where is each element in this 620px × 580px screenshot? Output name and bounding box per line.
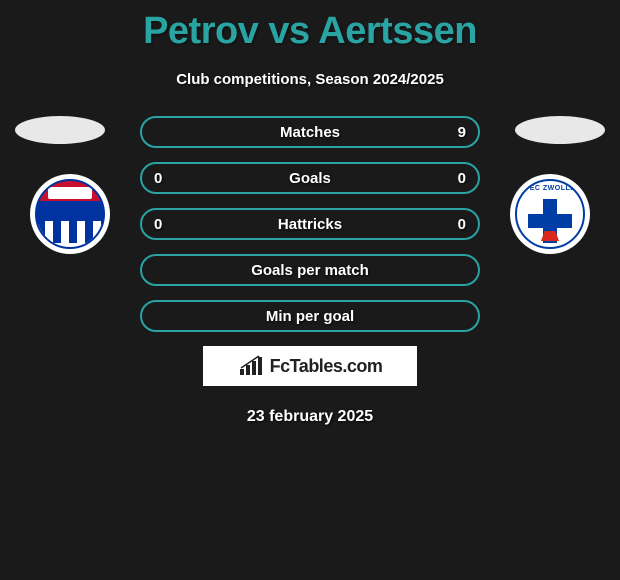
player-photo-left bbox=[15, 116, 105, 144]
subtitle: Club competitions, Season 2024/2025 bbox=[0, 71, 620, 88]
stat-label: Hattricks bbox=[278, 216, 342, 233]
chart-icon bbox=[238, 355, 266, 377]
stat-value-right: 9 bbox=[458, 124, 466, 141]
player-photo-right bbox=[515, 116, 605, 144]
zwolle-label: PEC ZWOLLE bbox=[517, 185, 583, 192]
stat-row: Matches 9 bbox=[140, 116, 480, 148]
date-text: 23 february 2025 bbox=[0, 408, 620, 426]
page-title: Petrov vs Aertssen bbox=[0, 0, 620, 53]
stat-row: Min per goal bbox=[140, 300, 480, 332]
club-logo-left bbox=[30, 174, 110, 254]
club-logo-right: PEC ZWOLLE bbox=[510, 174, 590, 254]
stat-value-left: 0 bbox=[154, 170, 162, 187]
stats-container: PEC ZWOLLE Matches 9 0 Goals 0 0 Hattric… bbox=[0, 116, 620, 332]
stat-row: 0 Goals 0 bbox=[140, 162, 480, 194]
brand-text: FcTables.com bbox=[270, 356, 383, 377]
stat-value-right: 0 bbox=[458, 170, 466, 187]
stat-label: Goals bbox=[289, 170, 331, 187]
stat-label: Min per goal bbox=[266, 308, 354, 325]
stat-value-right: 0 bbox=[458, 216, 466, 233]
stat-label: Matches bbox=[280, 124, 340, 141]
stat-row: Goals per match bbox=[140, 254, 480, 286]
brand-box[interactable]: FcTables.com bbox=[203, 346, 417, 386]
zwolle-crest-icon: PEC ZWOLLE bbox=[515, 179, 585, 249]
stat-value-left: 0 bbox=[154, 216, 162, 233]
stat-label: Goals per match bbox=[251, 262, 369, 279]
heerenveen-crest-icon bbox=[35, 179, 105, 249]
stat-row: 0 Hattricks 0 bbox=[140, 208, 480, 240]
